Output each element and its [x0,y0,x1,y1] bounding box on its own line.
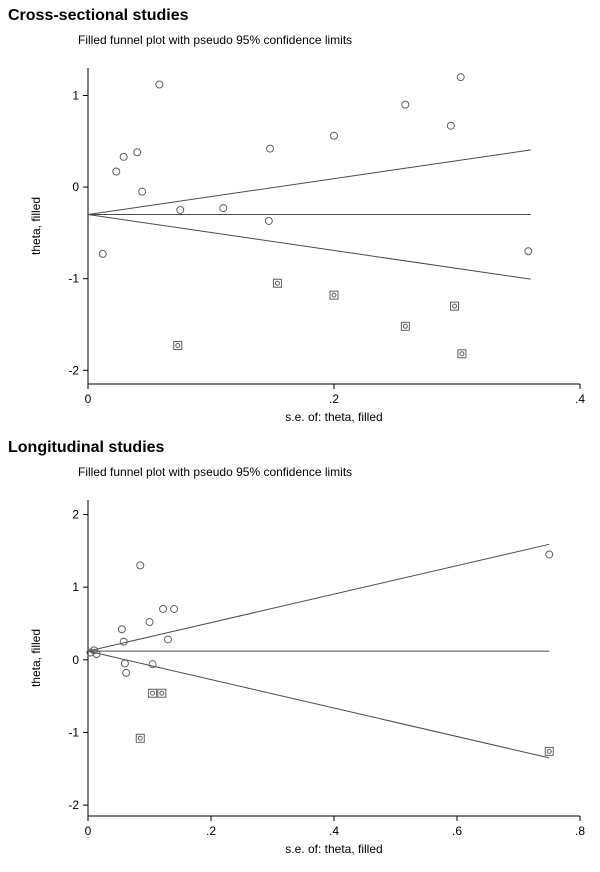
imputed-study-point [329,290,339,300]
x-tick-label: .2 [206,824,216,838]
funnel-plot-svg: Filled funnel plot with pseudo 95% confi… [29,465,585,856]
study-point [456,73,465,82]
study-point [545,550,554,559]
y-tick-label: 0 [72,180,79,194]
x-tick-label: .4 [329,824,339,838]
imputed-study-point [272,278,282,288]
study-point [401,100,410,109]
study-point [119,637,128,646]
study-point [155,80,164,89]
study-point [112,167,121,176]
imputed-study-point-inner [137,735,143,741]
upper-ci-line [87,149,531,216]
study-point [264,216,273,225]
study-point [148,660,157,669]
lower-ci-line [87,214,531,280]
imputed-study-point-inner [546,748,552,754]
y-axis-label: theta, filled [29,197,43,255]
y-tick-label: 1 [72,88,79,102]
study-point [98,249,107,258]
imputed-study-point-inner [159,690,165,696]
imputed-study-point [450,301,460,311]
x-tick-label: .2 [329,392,339,406]
section-cross-sectional: Cross-sectional studies Filled funnel pl… [0,6,600,426]
study-point [120,659,129,668]
imputed-study-point-inner [402,323,408,329]
study-point [159,604,168,613]
y-tick-label: -1 [68,725,79,739]
study-point [145,618,154,627]
x-tick-label: .4 [575,392,585,406]
imputed-study-point [457,349,467,359]
imputed-study-point-inner [175,343,181,349]
x-tick-label: 0 [85,392,92,406]
y-axis-label: theta, filled [29,629,43,687]
study-point [92,650,101,659]
study-point [119,152,128,161]
study-point [133,148,142,157]
x-tick-label: .6 [452,824,462,838]
study-point [524,247,533,256]
y-tick-label: -2 [68,363,79,377]
chart-title: Filled funnel plot with pseudo 95% confi… [78,33,352,47]
study-point [266,144,275,153]
study-point [163,635,172,644]
imputed-study-point [400,321,410,331]
study-point [138,187,147,196]
lower-ci-line [87,650,550,759]
study-point [176,205,185,214]
imputed-study-point [173,341,183,351]
imputed-study-point [157,688,167,698]
y-tick-label: 1 [72,580,79,594]
y-tick-label: -1 [68,272,79,286]
y-tick-label: 0 [72,653,79,667]
chart-title: Filled funnel plot with pseudo 95% confi… [78,465,352,479]
study-point [136,561,145,570]
imputed-study-point [544,746,554,756]
funnel-plots-page: Cross-sectional studies Filled funnel pl… [0,6,600,858]
imputed-study-point-inner [459,351,465,357]
imputed-study-point-inner [150,690,156,696]
section-longitudinal: Longitudinal studies Filled funnel plot … [0,438,600,858]
funnel-plot-cross-sectional: Filled funnel plot with pseudo 95% confi… [0,26,600,426]
study-point [446,121,455,130]
x-axis-label: s.e. of: theta, filled [285,842,382,856]
study-point [170,604,179,613]
upper-ci-line [87,543,550,652]
y-tick-label: 2 [72,508,79,522]
section-heading-cross-sectional: Cross-sectional studies [8,7,189,24]
study-point [219,204,228,213]
imputed-study-point-inner [452,303,458,309]
section-heading-longitudinal: Longitudinal studies [8,439,165,456]
imputed-study-point [135,733,145,743]
x-tick-label: .8 [575,824,585,838]
imputed-study-point-inner [274,280,280,286]
imputed-study-point-inner [331,292,337,298]
study-point [330,131,338,140]
x-axis-label: s.e. of: theta, filled [285,410,382,424]
funnel-plot-longitudinal: Filled funnel plot with pseudo 95% confi… [0,458,600,858]
study-point [122,668,131,677]
y-tick-label: -2 [68,798,79,812]
imputed-study-point [148,688,158,698]
funnel-plot-svg: Filled funnel plot with pseudo 95% confi… [29,33,585,424]
study-point [117,625,126,634]
x-tick-label: 0 [85,824,92,838]
